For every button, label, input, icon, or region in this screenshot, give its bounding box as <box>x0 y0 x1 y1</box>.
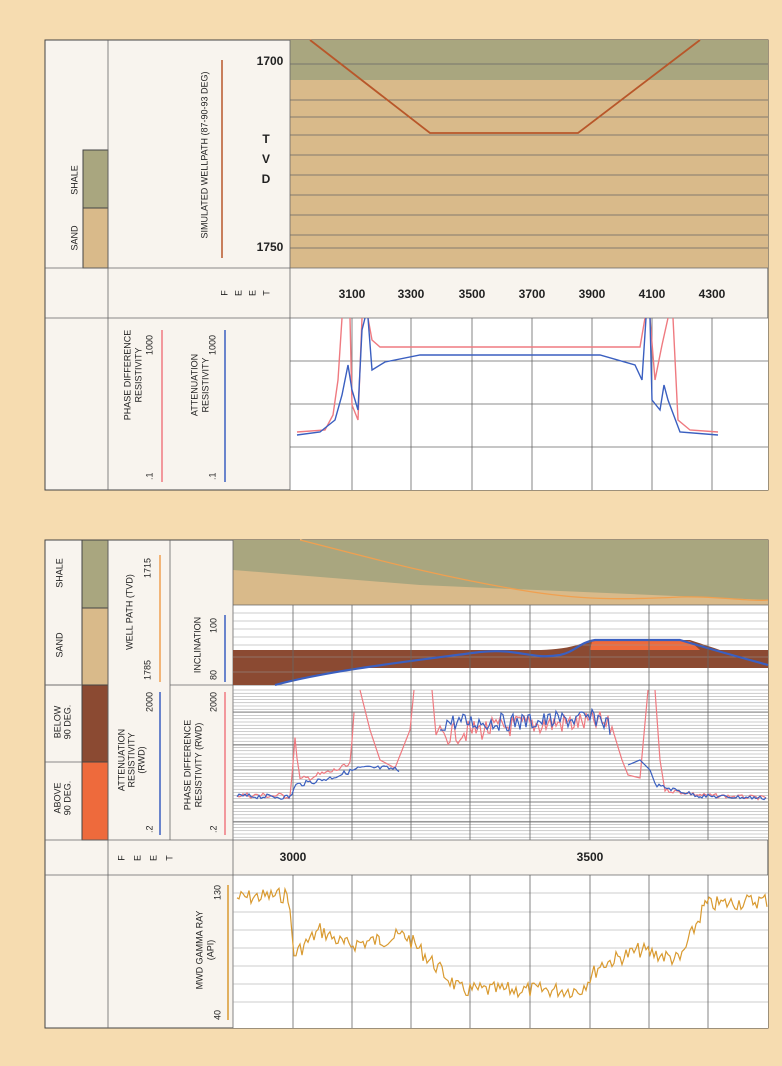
header-label: ATTENUATION <box>116 729 126 791</box>
axis-label: D <box>262 172 271 186</box>
shale-swatch <box>82 540 108 608</box>
tick-label: 4100 <box>639 287 666 301</box>
header-label: ATTENUATION <box>189 354 199 416</box>
legend-label: ABOVE <box>52 782 62 813</box>
axis-label: T <box>262 132 270 146</box>
axis-label: V <box>262 152 270 166</box>
tick-label: 3700 <box>519 287 546 301</box>
header-label: (API) <box>205 940 215 961</box>
tick-label: 3500 <box>459 287 486 301</box>
header-label: WELL PATH (TVD) <box>124 574 134 650</box>
scale-label: 2000 <box>144 692 154 712</box>
scale-label: .1 <box>144 472 154 480</box>
header-label: MWD GAMMA RAY <box>194 911 204 990</box>
legend-label: SHALE <box>69 165 79 195</box>
scale-label: 80 <box>208 670 218 680</box>
scale-label: .2 <box>144 825 154 833</box>
sand-swatch <box>82 608 108 685</box>
scale-label: 130 <box>212 885 222 900</box>
tick-label: 3500 <box>577 850 604 864</box>
header-label: SIMULATED WELLPATH (87-90-93 DEG) <box>199 71 209 238</box>
header-label: PHASE DIFFERENCE <box>122 330 132 421</box>
axis-label: E <box>148 855 158 861</box>
scale-label: 40 <box>212 1010 222 1020</box>
above-fill <box>590 641 700 650</box>
header-label: RESISTIVITY <box>133 347 143 402</box>
shale-swatch <box>83 150 108 208</box>
header-label: RESISTIVITY <box>200 357 210 412</box>
header-label: RESISTIVITY (RWD) <box>193 723 203 808</box>
legend-label: SAND <box>69 225 79 251</box>
tick-label: 1700 <box>257 54 284 68</box>
scale-label: .2 <box>208 825 218 833</box>
header-label: PHASE DIFFERENCE <box>182 720 192 811</box>
gamma-track <box>233 875 768 1028</box>
below-swatch <box>82 685 108 762</box>
scale-label: 1000 <box>144 335 154 355</box>
legend-label: 90 DEG. <box>62 705 72 740</box>
axis-label: E <box>233 290 243 296</box>
legend-label: BELOW <box>52 705 62 738</box>
axis-label: T <box>164 855 174 861</box>
page: {"top_panel": { "lithology_legend": ["SA… <box>0 0 782 1066</box>
tick-label: 3100 <box>339 287 366 301</box>
tick-label: 4300 <box>699 287 726 301</box>
tick-label: 1750 <box>257 240 284 254</box>
shale-layer <box>290 40 768 80</box>
figure: SAND SHALE SIMULATED WELLPATH (87-90-93 DE… <box>0 0 782 1066</box>
header-label: (RWD) <box>136 746 146 773</box>
scale-label: 1715 <box>142 558 152 578</box>
scale-label: 100 <box>208 618 218 633</box>
legend-label: SAND <box>54 632 64 658</box>
tick-label: 3300 <box>398 287 425 301</box>
tick-label: 3900 <box>579 287 606 301</box>
scale-label: 1000 <box>207 335 217 355</box>
sand-layer <box>290 80 768 268</box>
axis-label: E <box>132 855 142 861</box>
scale-label: 1785 <box>142 660 152 680</box>
legend-label: 90 DEG. <box>62 781 72 816</box>
axis-label: F <box>219 290 229 296</box>
header-label: INCLINATION <box>192 617 202 673</box>
axis-label: T <box>261 290 271 296</box>
axis-label: F <box>116 855 126 861</box>
sand-swatch <box>83 208 108 268</box>
legend-label: SHALE <box>54 558 64 588</box>
scale-label: .1 <box>207 472 217 480</box>
header-label: RESISTIVITY <box>126 732 136 787</box>
tick-label: 3000 <box>280 850 307 864</box>
axis-label: E <box>247 290 257 296</box>
above-swatch <box>82 762 108 840</box>
resistivity-track <box>233 685 768 840</box>
scale-label: 2000 <box>208 692 218 712</box>
